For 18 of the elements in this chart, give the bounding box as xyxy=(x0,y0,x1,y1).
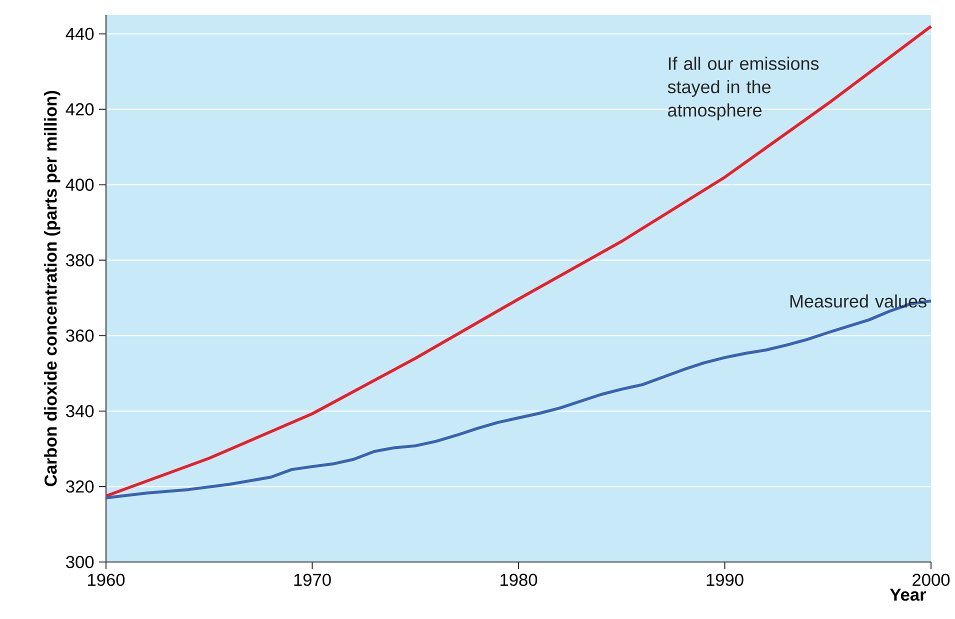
y-tick-label: 320 xyxy=(66,480,94,493)
x-tick-label: 1990 xyxy=(706,574,744,586)
x-axis-title: Year xyxy=(890,588,926,601)
y-tick-label: 360 xyxy=(66,330,94,342)
series-label: Measured values xyxy=(790,294,926,308)
x-tick-label: 1970 xyxy=(294,574,331,586)
x-tick-label: 1960 xyxy=(88,574,125,586)
y-tick-label: 300 xyxy=(66,556,94,568)
y-axis-title: Carbon dioxide concentration (parts per million) xyxy=(44,90,60,486)
x-tick-label: 2000 xyxy=(912,574,950,586)
y-tick-label: 440 xyxy=(66,28,94,40)
y-tick-label: 380 xyxy=(66,254,94,266)
x-tick-label: 1980 xyxy=(500,574,538,586)
line-series xyxy=(104,24,933,498)
series-label: If all our emissions stayed in the atmosphere xyxy=(668,56,819,120)
y-tick-label: 340 xyxy=(66,404,94,418)
y-tick-label: 420 xyxy=(66,103,94,116)
y-tick-label: 400 xyxy=(66,178,94,191)
